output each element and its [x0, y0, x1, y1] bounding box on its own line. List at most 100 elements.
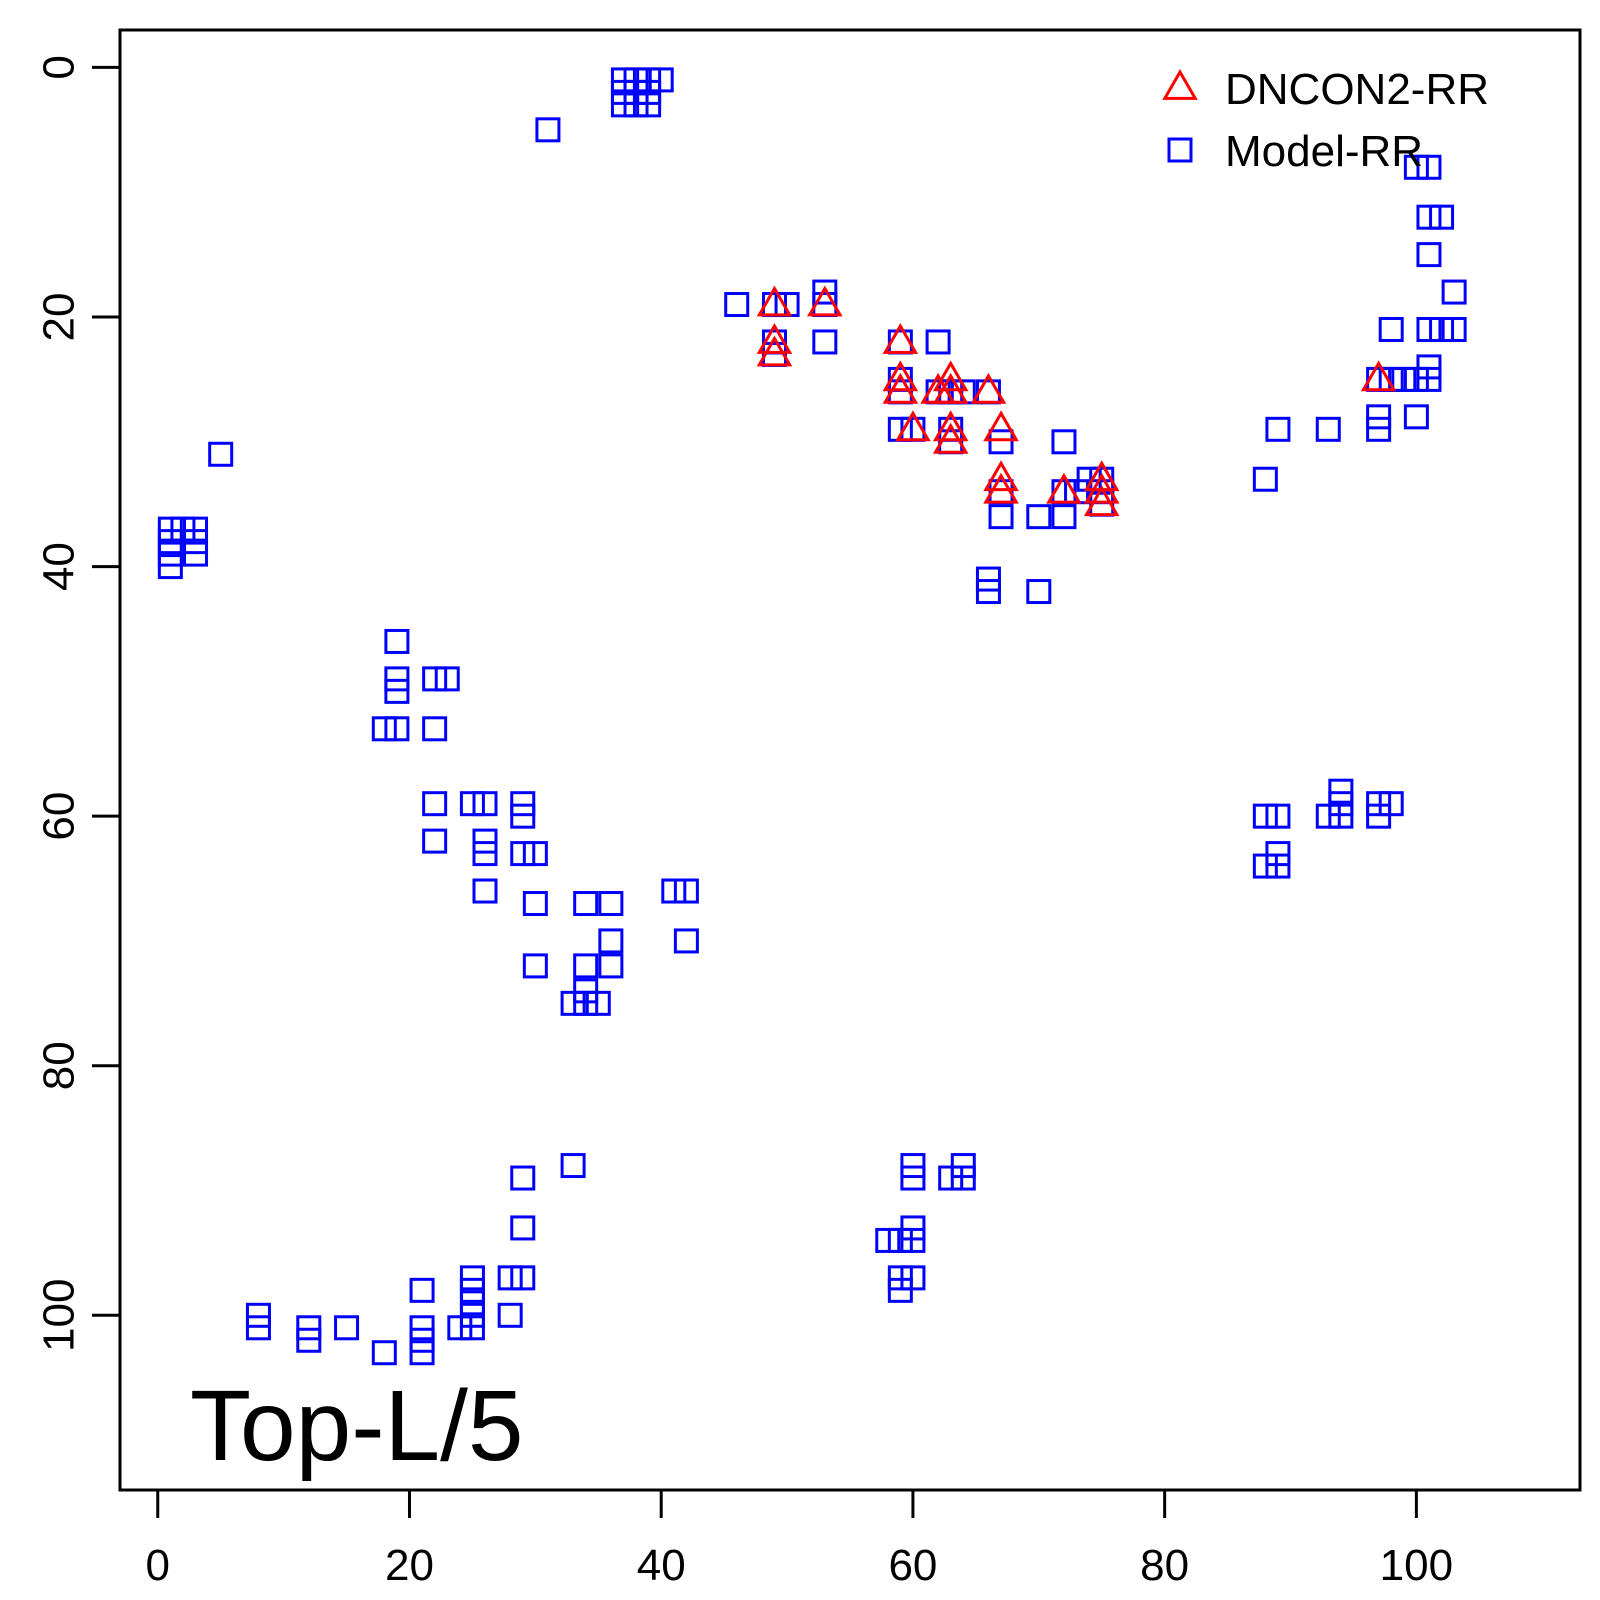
- model-rr-point: [975, 579, 1001, 605]
- legend-square-icon: [1167, 137, 1193, 163]
- model-rr-point: [1051, 429, 1077, 455]
- model-rr-point: [925, 329, 951, 355]
- dncon2-rr-point: [983, 472, 1019, 504]
- model-rr-point: [610, 92, 636, 118]
- model-rr-point: [472, 878, 498, 904]
- dncon2-rr-point: [756, 322, 793, 354]
- model-rr-point: [208, 441, 234, 467]
- model-rr-point: [1265, 416, 1291, 442]
- model-rr-point: [422, 716, 448, 742]
- model-rr-point: [560, 1153, 586, 1179]
- model-rr-point: [1391, 366, 1417, 392]
- model-rr-point: [573, 990, 599, 1016]
- dncon2-rr-point: [882, 360, 919, 392]
- model-rr-point: [1416, 154, 1442, 180]
- dncon2-rr-point: [1083, 485, 1120, 517]
- dncon2-rr-point: [983, 460, 1019, 492]
- model-rr-point: [573, 891, 599, 917]
- model-rr-point: [510, 841, 536, 867]
- dncon2-rr-point: [983, 410, 1019, 442]
- model-rr-point: [409, 1340, 435, 1366]
- model-rr-point: [422, 666, 448, 692]
- model-rr-point: [510, 803, 536, 829]
- dncon2-rr-point: [756, 335, 793, 367]
- model-rr-point: [1315, 416, 1341, 442]
- model-rr-point: [1441, 279, 1467, 305]
- model-rr-point: [900, 1165, 926, 1191]
- legend-label: DNCON2-RR: [1225, 65, 1489, 114]
- x-tick-label: 60: [888, 1541, 937, 1590]
- model-rr-point: [459, 791, 485, 817]
- model-rr-point: [510, 1215, 536, 1241]
- dncon2-rr-point: [895, 410, 931, 442]
- model-rr-point: [1265, 853, 1291, 879]
- model-rr-point: [1328, 778, 1354, 804]
- dncon2-rr-point: [970, 372, 1007, 404]
- model-rr-point: [384, 678, 410, 704]
- dncon2-rr-point: [932, 360, 969, 392]
- model-rr-point: [522, 891, 548, 917]
- model-rr-point: [988, 504, 1014, 530]
- model-rr-point: [472, 841, 498, 867]
- legend: DNCON2-RR Model-RR: [1162, 65, 1489, 176]
- model-rr-point: [334, 1315, 360, 1341]
- model-rr-point: [434, 666, 460, 692]
- model-rr-point: [585, 990, 611, 1016]
- x-tick-label: 0: [146, 1541, 170, 1590]
- model-rr-point: [245, 1315, 271, 1341]
- plot-annotation: Top-L/5: [190, 1370, 524, 1482]
- model-rr-point: [1252, 466, 1278, 492]
- model-rr-point: [1378, 316, 1404, 342]
- y-tick-label: 80: [35, 1041, 84, 1090]
- dncon2-rr-point: [932, 410, 969, 442]
- model-rr-point: [409, 1277, 435, 1303]
- dncon2-rr-point: [932, 372, 969, 404]
- model-rr-point: [1403, 404, 1429, 430]
- dncon2-rr-point: [1046, 472, 1082, 504]
- model-rr-point: [598, 891, 624, 917]
- model-rr-point: [724, 292, 750, 318]
- dncon2-rr-point: [1360, 360, 1397, 392]
- model-rr-point: [887, 1277, 913, 1303]
- dncon2-rr-point: [1083, 472, 1120, 504]
- model-rr-point: [1265, 803, 1291, 829]
- data-points: [157, 67, 1467, 1366]
- model-rr-point: [183, 541, 209, 567]
- dncon2-rr-point: [807, 285, 843, 317]
- model-rr-point: [1051, 504, 1077, 530]
- y-tick-label: 0: [35, 55, 84, 79]
- legend-label: Model-RR: [1225, 127, 1423, 176]
- x-tick-label: 100: [1380, 1541, 1453, 1590]
- model-rr-point: [1416, 354, 1442, 380]
- plot-frame: [118, 28, 1582, 1492]
- model-rr-point: [384, 716, 410, 742]
- model-rr-point: [1416, 204, 1442, 230]
- model-rr-point: [1366, 416, 1392, 442]
- legend-triangle-icon: [1162, 68, 1198, 100]
- model-rr-point: [459, 1315, 485, 1341]
- x-tick-label: 80: [1140, 1541, 1189, 1590]
- model-rr-point: [598, 928, 624, 954]
- model-rr-point: [1416, 242, 1442, 268]
- series-dncon2-rr: [756, 285, 1397, 517]
- model-rr-point: [1403, 154, 1429, 180]
- model-rr-point: [598, 953, 624, 979]
- legend-item: Model-RR: [1167, 127, 1423, 176]
- model-rr-point: [157, 554, 183, 580]
- model-rr-point: [1252, 803, 1278, 829]
- model-rr-point: [422, 828, 448, 854]
- model-rr-point: [535, 117, 561, 143]
- model-rr-point: [623, 92, 649, 118]
- model-rr-point: [560, 990, 586, 1016]
- model-rr-point: [673, 878, 699, 904]
- model-rr-point: [510, 1265, 536, 1291]
- model-rr-point: [497, 1265, 523, 1291]
- model-rr-point: [988, 429, 1014, 455]
- model-rr-point: [1441, 316, 1467, 342]
- model-rr-point: [1416, 316, 1442, 342]
- model-rr-point: [510, 1165, 536, 1191]
- model-rr-point: [384, 628, 410, 654]
- model-rr-point: [371, 716, 397, 742]
- model-rr-point: [497, 1302, 523, 1328]
- dncon2-rr-point: [932, 422, 969, 454]
